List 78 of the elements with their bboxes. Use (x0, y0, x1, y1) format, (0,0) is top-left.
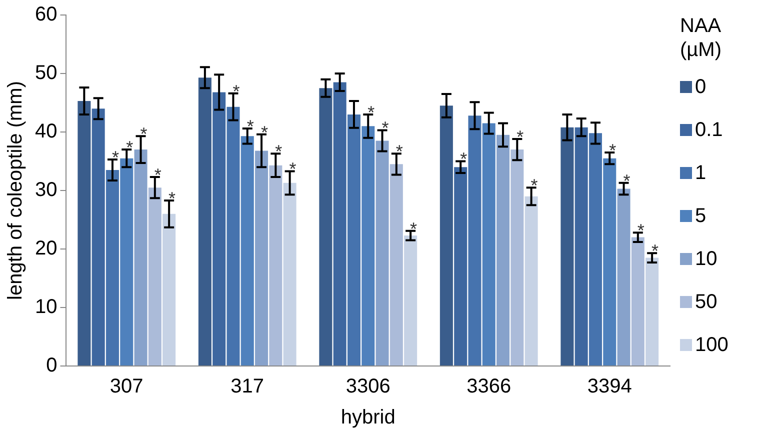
data-label: * (530, 176, 538, 196)
x-tick-label: 3394 (587, 376, 632, 398)
bar (92, 108, 105, 366)
bar (333, 82, 346, 366)
bar (362, 126, 375, 366)
legend-label: 50 (695, 290, 718, 314)
bar (319, 88, 332, 366)
data-label: * (516, 126, 524, 147)
data-label: * (154, 165, 162, 186)
data-label: * (460, 149, 468, 170)
bar (588, 133, 602, 366)
data-label: * (396, 142, 403, 162)
y-tick-label: 0 (46, 354, 58, 377)
bar (283, 182, 296, 366)
bar (376, 140, 389, 366)
x-tick-label: 3306 (346, 376, 390, 398)
bar (134, 150, 148, 366)
bar (255, 150, 268, 366)
bar (574, 127, 588, 366)
y-tick-label: 40 (34, 120, 58, 143)
data-label: * (382, 118, 389, 138)
x-axis-title: hybrid (340, 406, 396, 429)
legend-label: 0.1 (695, 118, 723, 142)
data-label: * (126, 138, 134, 158)
y-tick-label: 20 (34, 238, 58, 260)
bar (148, 188, 162, 366)
bar (226, 106, 240, 366)
legend-title: NAA (µM) (680, 14, 723, 62)
data-label: * (410, 218, 418, 239)
data-label: * (112, 147, 119, 168)
bar (603, 158, 616, 366)
data-label: * (275, 142, 282, 162)
legend-label: 1 (695, 162, 706, 184)
data-label: * (623, 170, 630, 191)
data-label: * (232, 81, 240, 102)
x-tick-label: 317 (230, 376, 264, 398)
x-tick-label: 307 (110, 376, 144, 398)
legend-label: 100 (695, 334, 728, 356)
bar (162, 214, 176, 366)
bar (440, 106, 453, 366)
bar (347, 114, 360, 366)
bar (617, 188, 630, 366)
bar (454, 167, 468, 366)
bar (78, 100, 91, 366)
data-label: * (637, 220, 644, 241)
legend-label: 0 (695, 76, 706, 98)
bar (524, 196, 538, 366)
data-label: * (246, 116, 254, 136)
bar (646, 258, 659, 366)
bar (120, 158, 134, 366)
bar (631, 237, 644, 366)
bar (404, 236, 418, 366)
bar (468, 116, 482, 366)
data-label: * (140, 124, 148, 144)
x-tick-label: 3366 (466, 376, 512, 398)
data-label: * (289, 159, 296, 180)
data-label: * (168, 188, 176, 208)
data-label: * (261, 122, 268, 142)
legend-label: 5 (695, 204, 706, 228)
bar (240, 136, 254, 366)
bar (106, 170, 119, 366)
bar (212, 92, 226, 366)
y-tick-label: 60 (34, 4, 58, 26)
bar (482, 123, 496, 366)
bar (496, 134, 510, 366)
bar (390, 164, 403, 366)
data-label: * (652, 241, 659, 262)
bar (560, 127, 574, 366)
legend-label: 10 (695, 248, 718, 270)
data-label: * (609, 140, 616, 160)
y-tick-label: 50 (34, 62, 58, 84)
data-label: * (368, 102, 375, 122)
y-tick-label: 30 (34, 179, 58, 202)
bar (510, 150, 524, 366)
bar (269, 165, 282, 366)
y-tick-label: 10 (34, 296, 58, 318)
y-axis-title: length of coleoptile (mm) (4, 81, 27, 300)
bar (198, 78, 212, 366)
